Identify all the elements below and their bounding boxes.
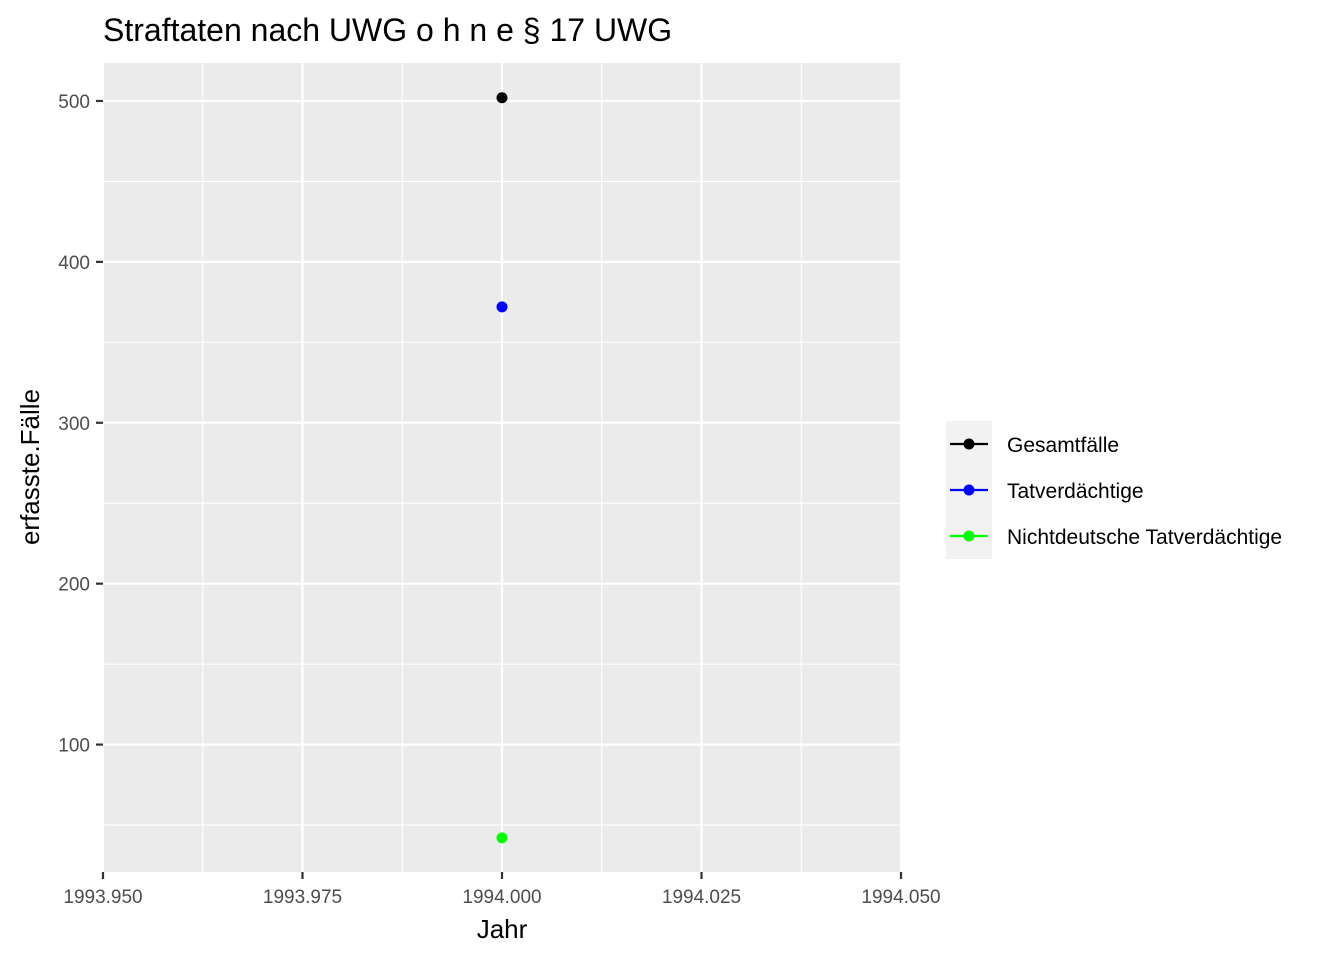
- x-tick-label: 1994.050: [861, 887, 940, 908]
- legend-key-point: [963, 484, 975, 496]
- major-gridlines: [101, 63, 903, 872]
- x-tick-label: 1994.000: [462, 887, 541, 908]
- legend-key-point: [963, 438, 975, 450]
- y-tick-label: 500: [58, 92, 90, 113]
- y-tick-label: 400: [58, 253, 90, 274]
- x-tick-label: 1993.975: [263, 887, 342, 908]
- chart-title: Straftaten nach UWG o h n e § 17 UWG: [103, 12, 672, 48]
- data-point: [496, 832, 508, 844]
- x-axis-title: Jahr: [477, 914, 528, 944]
- x-tick-label: 1993.950: [63, 887, 142, 908]
- y-tick-label: 100: [58, 736, 90, 757]
- y-axis-title: erfasste.Fälle: [15, 389, 45, 545]
- y-tick-label: 200: [58, 575, 90, 596]
- x-axis: 1993.950 1993.975 1994.000 1994.025 1994.050: [63, 872, 941, 908]
- y-axis: 100 200 300 400 500: [58, 92, 103, 757]
- data-point: [496, 92, 508, 104]
- data-points: [496, 92, 508, 844]
- legend-label: Nichtdeutsche Tatverdächtige: [1007, 526, 1282, 549]
- legend: Gesamtfälle Tatverdächtige Nichtdeutsche T…: [946, 421, 1282, 559]
- legend-key-point: [963, 530, 975, 542]
- legend-label: Gesamtfälle: [1007, 434, 1119, 457]
- y-tick-label: 300: [58, 414, 90, 435]
- x-tick-label: 1994.025: [662, 887, 741, 908]
- data-point: [496, 301, 508, 313]
- legend-label: Tatverdächtige: [1007, 480, 1144, 503]
